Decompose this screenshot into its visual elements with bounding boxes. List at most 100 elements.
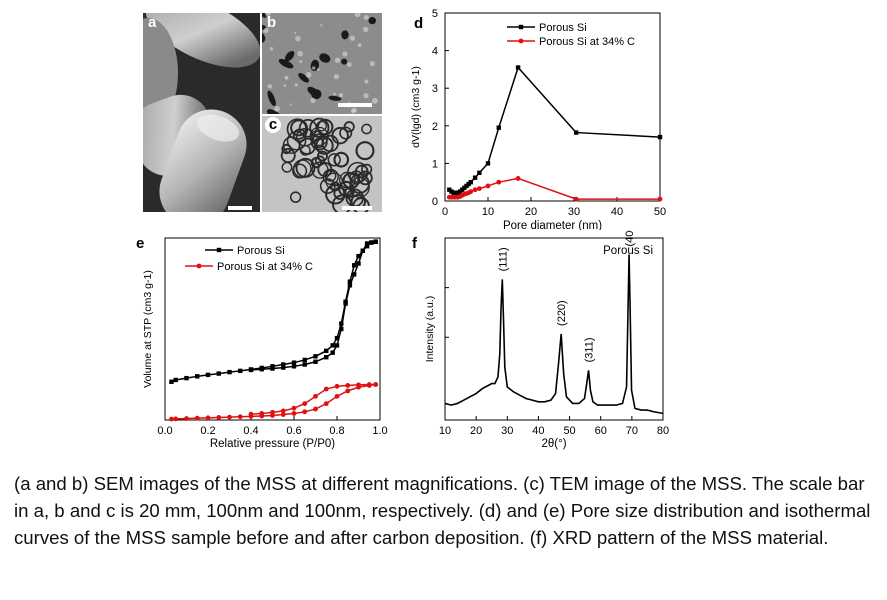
data-point (270, 409, 275, 415)
data-point (496, 125, 501, 130)
data-point (291, 364, 297, 369)
tem-pore-wall (286, 130, 307, 151)
data-point (657, 196, 663, 202)
tem-pore-wall (289, 191, 302, 203)
tem-pore-wall (286, 118, 309, 140)
sem-image-a-drawing (143, 13, 260, 212)
sem-grain (371, 97, 378, 104)
x-tick-label-e: 0.6 (286, 425, 301, 437)
x-tick-label-e: 0.0 (157, 425, 172, 437)
sem-grain (274, 105, 280, 112)
legend-label-d: Porous Si (539, 22, 587, 34)
sem-grain (363, 93, 369, 99)
tem-pore-wall (355, 141, 375, 161)
data-point (339, 321, 344, 326)
peak-label: (400) (624, 230, 636, 247)
data-point (169, 379, 174, 384)
sem-grain (267, 19, 271, 23)
sem-grain (295, 35, 301, 42)
data-point (573, 130, 579, 135)
data-point (360, 248, 365, 253)
data-point (364, 241, 370, 246)
y-tick-label-d: 1 (432, 158, 438, 170)
sem-pore (262, 13, 267, 18)
sem-image-b: b (262, 13, 382, 114)
data-point (345, 383, 351, 388)
data-point (173, 416, 179, 422)
y-tick-label-d: 4 (432, 46, 438, 58)
data-point (205, 415, 211, 421)
peak-label: (311) (584, 337, 596, 362)
data-point (195, 374, 200, 379)
sem-pore (298, 73, 309, 83)
sem-grain (289, 103, 292, 106)
sem-grain (362, 26, 369, 33)
panel-label-a: a (148, 14, 157, 31)
data-point (281, 362, 286, 367)
sem-grain (294, 83, 298, 87)
data-point (291, 360, 297, 365)
data-point (472, 187, 478, 193)
chart-panel-f: f 10 20 30 40 50 60 70 80 2θ(°) Intensity (a.u.) Po… (412, 230, 669, 450)
panel-label-f: f (412, 235, 418, 252)
sem-grain (354, 13, 361, 18)
y-axis-label-f: Intensity (a.u.) (424, 296, 436, 363)
xrd-pattern-line (444, 254, 664, 415)
data-point (216, 247, 222, 253)
tem-pore-wall (313, 137, 325, 149)
x-tick-label-e: 1.0 (372, 425, 387, 437)
data-point (657, 134, 663, 140)
sem-grain (363, 14, 369, 21)
sem-pore (319, 53, 331, 63)
tem-image-c: c (262, 116, 382, 212)
data-point (356, 382, 361, 388)
tem-pore-wall (352, 197, 370, 212)
data-point (184, 416, 189, 421)
data-point (313, 406, 318, 412)
data-point (352, 272, 357, 277)
tem-pore-wall (309, 117, 330, 138)
y-tick-label-d: 2 (432, 121, 438, 133)
data-point (343, 301, 348, 306)
data-point (227, 414, 232, 420)
sem-grain (267, 84, 273, 89)
data-point (280, 408, 286, 414)
legend-label-d: Porous Si at 34% C (539, 36, 635, 48)
data-point (302, 401, 308, 407)
sem-pore (328, 95, 342, 101)
sem-grain (342, 51, 348, 57)
data-point (291, 405, 297, 411)
data-point (238, 368, 243, 374)
data-point (194, 415, 200, 421)
tem-pore-wall (309, 126, 329, 147)
legend-label-e: Porous Si (237, 245, 285, 257)
data-point (302, 357, 307, 363)
x-tick-label-f: 40 (532, 425, 544, 437)
sem-grain (297, 50, 304, 57)
sem-pore (368, 17, 377, 25)
data-point (323, 386, 329, 392)
data-point (248, 411, 254, 417)
data-point (281, 365, 286, 370)
scale-bar-a (228, 206, 252, 210)
data-point (364, 243, 370, 249)
data-point (324, 355, 329, 360)
sem-grain (333, 73, 340, 80)
sem-grain (317, 68, 320, 71)
data-point (334, 393, 340, 399)
legend-label-e: Porous Si at 34% C (217, 261, 313, 273)
tem-pore-wall (295, 127, 315, 147)
x-tick-label-d: 0 (442, 206, 448, 218)
scale-bar-c (342, 206, 372, 210)
panel-label-c: c (265, 117, 281, 133)
y-tick-label-d: 0 (432, 196, 438, 208)
y-axis-label-e: Volume at STP (cm3 g-1) (142, 270, 154, 388)
data-point (496, 179, 502, 185)
data-point (313, 359, 318, 364)
x-tick-label-f: 30 (501, 425, 513, 437)
data-point (477, 186, 482, 191)
data-point (323, 401, 329, 407)
sem-grain (305, 72, 312, 78)
data-point (477, 170, 482, 175)
data-point (248, 367, 254, 373)
